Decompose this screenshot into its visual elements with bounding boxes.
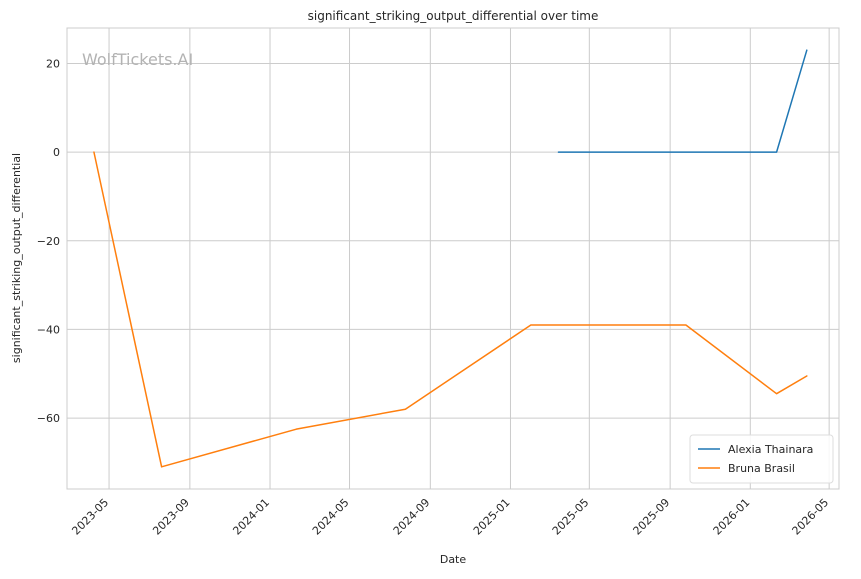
y-tick-labels: 20 0 −20 −40 −60	[37, 57, 60, 425]
legend: Alexia Thainara Bruna Brasil	[689, 434, 834, 484]
chart-title: significant_striking_output_differential…	[308, 9, 599, 23]
watermark: WolfTickets.AI	[82, 50, 193, 69]
legend-entry-label: Alexia Thainara	[728, 443, 813, 456]
plot-frame	[66, 27, 840, 490]
y-tick-label: −20	[37, 235, 60, 248]
series-layer	[93, 49, 808, 468]
y-tick-label: −40	[37, 323, 60, 336]
series-line-0	[557, 49, 808, 153]
series-line-1	[93, 151, 808, 468]
legend-box	[689, 434, 834, 484]
y-tick-label: 0	[53, 146, 60, 159]
y-tick-label: −60	[37, 412, 60, 425]
y-tick-label: 20	[46, 57, 60, 70]
y-axis-label: significant_striking_output_differential	[10, 153, 23, 363]
legend-entry-label: Bruna Brasil	[728, 462, 795, 475]
grid	[67, 28, 839, 489]
x-axis-label: Date	[440, 553, 467, 566]
